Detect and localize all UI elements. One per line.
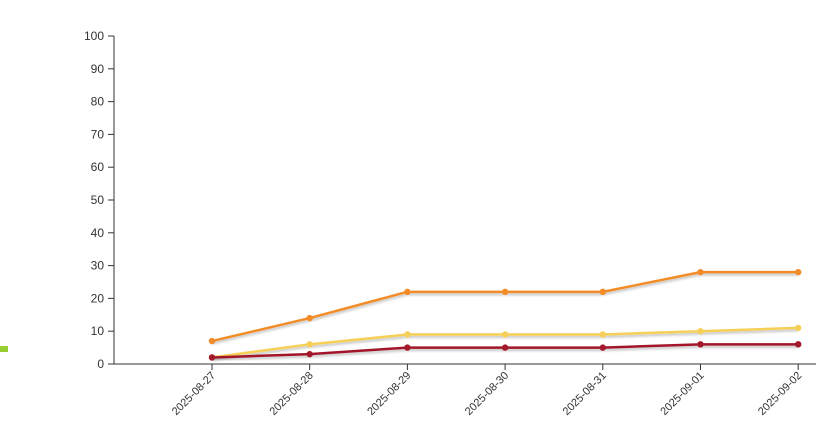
legend-marker [0, 346, 8, 352]
y-tick-label: 20 [91, 291, 105, 305]
y-tick-label: 90 [91, 62, 105, 76]
y-tick-label: 60 [91, 160, 105, 174]
x-tick-label: 2025-09-01 [658, 370, 706, 418]
y-tick-label: 70 [91, 127, 105, 141]
data-point [306, 314, 313, 322]
data-point [599, 331, 606, 338]
x-tick-label: 2025-08-27 [170, 370, 218, 418]
y-tick-label: 0 [97, 357, 104, 371]
data-point [795, 324, 802, 332]
data-point [306, 341, 313, 348]
x-tick-label: 2025-08-29 [365, 370, 413, 418]
y-tick-label: 10 [91, 324, 105, 338]
x-tick-label: 2025-09-02 [756, 370, 804, 418]
data-point [404, 344, 411, 351]
series-2 [208, 324, 802, 361]
y-tick-label: 80 [91, 95, 105, 109]
y-tick-label: 50 [91, 193, 105, 207]
data-point [697, 328, 704, 335]
data-point [404, 331, 411, 338]
data-point [795, 341, 802, 348]
y-tick-label: 40 [91, 226, 105, 240]
y-axis: 0 10 20 30 40 50 60 70 80 90 100 [84, 29, 115, 371]
y-tick-label: 30 [91, 259, 105, 273]
series-3 [208, 341, 802, 361]
x-tick-label: 2025-08-31 [561, 370, 609, 418]
data-point [795, 268, 802, 276]
x-tick-label: 2025-08-30 [463, 370, 511, 418]
data-point [599, 344, 606, 351]
data-point [208, 354, 216, 361]
data-point [306, 350, 313, 358]
data-point [501, 288, 509, 296]
data-point [697, 341, 704, 348]
data-point [404, 288, 411, 296]
data-point [599, 288, 606, 296]
data-point [501, 344, 509, 351]
data-point [697, 268, 704, 276]
data-point [208, 337, 216, 345]
y-tick-label: 100 [84, 29, 104, 43]
x-axis: 2025-08-27 2025-08-28 2025-08-29 2025-08-30… [114, 363, 816, 418]
x-tick-label: 2025-08-28 [268, 370, 316, 418]
data-point [501, 331, 509, 338]
series-1 [208, 268, 802, 345]
series-layer [208, 268, 802, 361]
